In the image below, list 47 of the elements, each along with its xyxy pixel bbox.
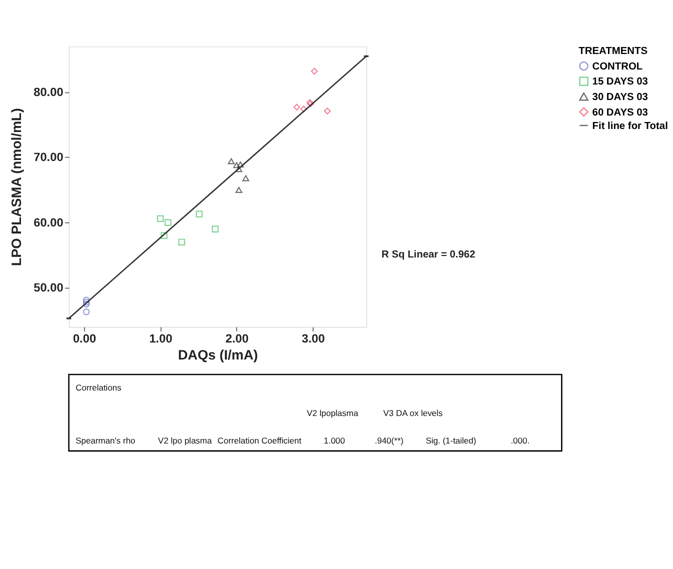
y-tick-label: 60.00 [34,215,64,230]
legend-title: TREATMENTS [578,46,648,58]
text: Spearman's rho [76,435,136,446]
legend-label: 60 DAYS 03 [592,107,648,118]
legend-label: 30 DAYS 03 [592,92,648,103]
text: .000. [510,435,530,446]
x-tick-label: 3.00 [302,332,326,346]
point [164,219,172,226]
x-tick-label: 2.00 [225,332,249,346]
point [82,300,90,308]
text: V3 DA ox levels [383,408,443,418]
point [178,238,186,246]
point [242,175,250,182]
point [160,232,168,239]
y-tick-label: 80.00 [34,84,64,99]
legend-label: 15 DAYS 03 [592,76,648,88]
text: Correlation Coefficient [218,435,302,446]
point [196,210,203,218]
y-axis-title: LPO PLASMA (nmol/mL) [8,108,24,266]
point [212,226,219,232]
y-tick-label: 70.00 [34,150,64,164]
point [233,162,240,168]
point [156,215,164,222]
point [293,104,300,111]
point [82,296,90,304]
legend-label: Fit line for Total [592,120,668,132]
point [82,298,90,306]
point [300,106,308,112]
legend-label: CONTROL [592,61,643,72]
point [324,108,331,114]
x-tick-label: 1.00 [149,332,173,346]
text: Sig. (1-tailed) [426,435,476,446]
text: R Sq Linear = 0.962 [382,249,476,260]
text: V2 lpoplasma [306,408,358,418]
y-tick-label: 50.00 [34,280,64,295]
x-axis-title: DAQs (I/mA) [178,348,258,363]
x-tick-label: 0.00 [72,332,96,346]
point [310,68,318,75]
text: V2 lpo plasma [158,435,212,446]
point [237,161,244,168]
text: Correlations [76,382,122,393]
point [82,308,90,316]
text: 1.000 [324,435,346,446]
point [235,166,242,172]
point [228,158,235,164]
point [235,186,242,193]
text: .940(**) [374,435,404,446]
